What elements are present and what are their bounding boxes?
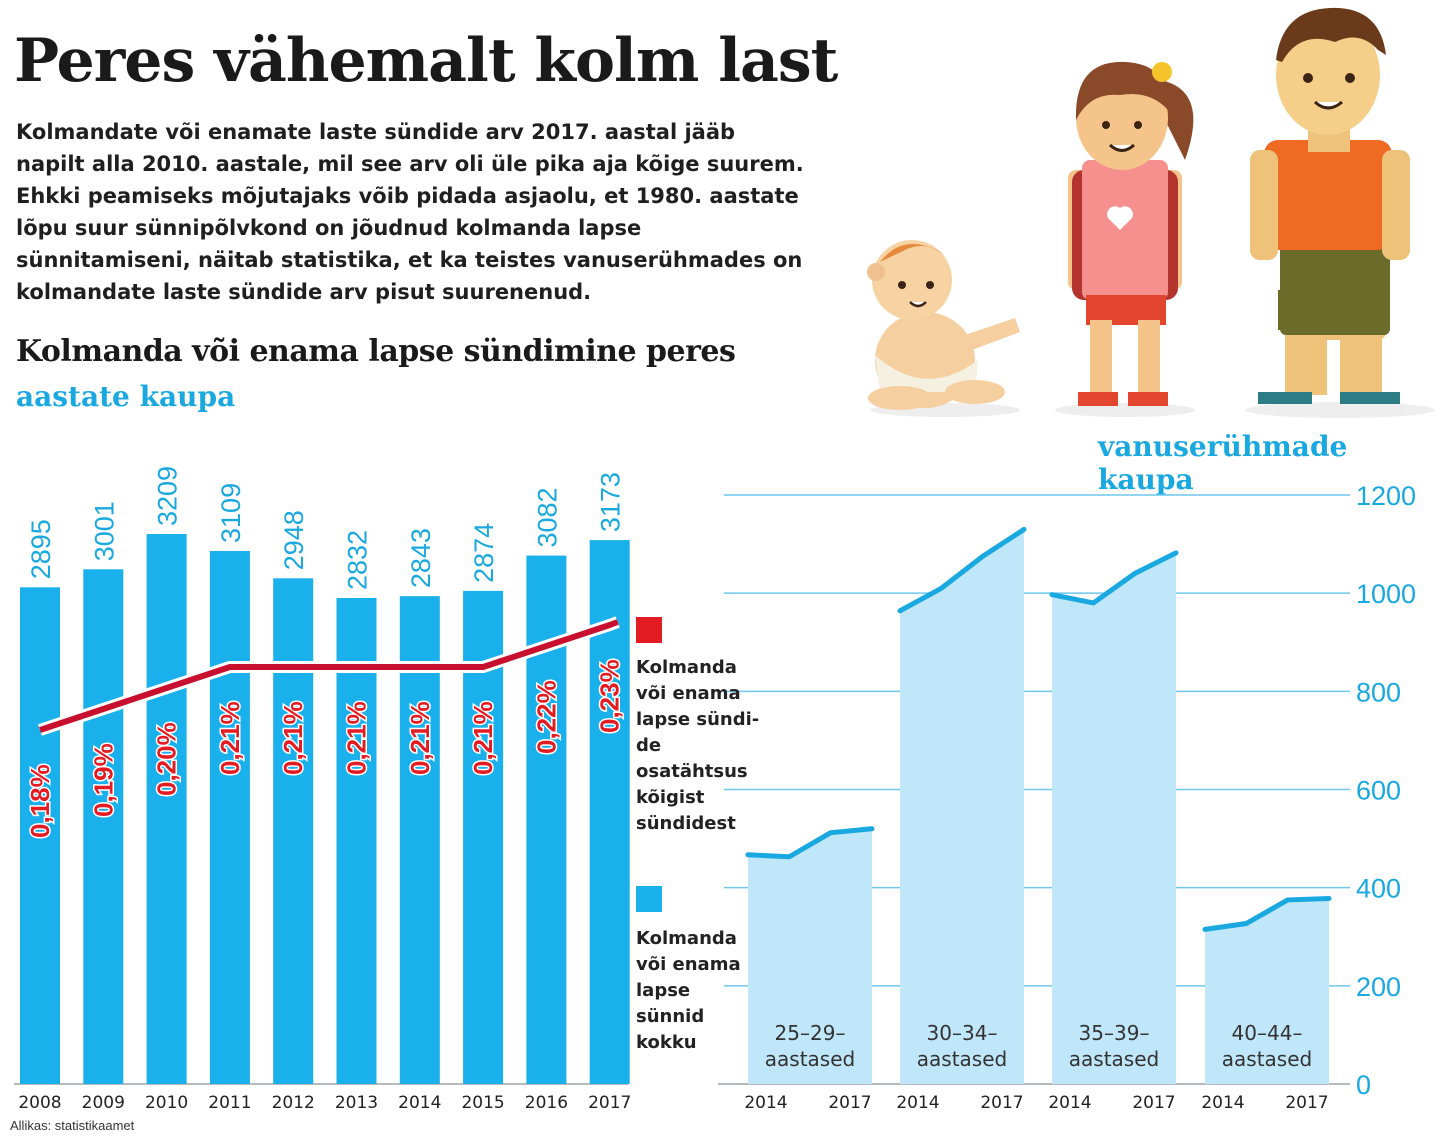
share-value-label: 0,23%	[595, 659, 625, 733]
group-label: 30–34–	[927, 1021, 998, 1045]
bar-value-label: 3082	[532, 487, 562, 547]
by-year-label: aastate kaupa	[16, 380, 236, 413]
group-label: 25–29–	[775, 1021, 846, 1045]
area-1	[900, 529, 1024, 1084]
group-label: aastased	[765, 1047, 855, 1071]
bar-value-label: 2948	[279, 510, 309, 570]
x-tick-label: 2017	[1132, 1093, 1175, 1113]
x-tick-label: 2017	[828, 1093, 871, 1113]
x-tick-label: 2014	[1048, 1093, 1091, 1113]
legend-label-births: Kolmanda või enama lapse sünnid kokku	[636, 928, 741, 1053]
boy-figure	[1250, 7, 1410, 404]
share-value-label: 0,19%	[88, 743, 118, 817]
area-3	[1205, 898, 1329, 1084]
girl-figure	[1068, 61, 1194, 406]
area-line-1	[897, 526, 1027, 614]
source-note: Allikas: statistikaamet	[10, 1118, 135, 1133]
bar-value-label: 2874	[469, 523, 499, 583]
x-tick-label: 2011	[208, 1093, 251, 1113]
area-line-3	[1202, 895, 1332, 932]
share-value-label: 0,21%	[342, 701, 372, 775]
bar-2010	[146, 534, 187, 1084]
x-tick-label: 2017	[1285, 1093, 1328, 1113]
group-label: aastased	[917, 1047, 1007, 1071]
bar-value-label: 3173	[596, 472, 626, 532]
group-label: aastased	[1222, 1047, 1312, 1071]
y-tick-label: 400	[1356, 874, 1401, 904]
legend-swatch-births	[636, 886, 662, 912]
share-value-label: 0,18%	[25, 764, 55, 838]
area-2	[1052, 552, 1176, 1084]
x-tick-label: 2014	[398, 1093, 441, 1113]
bar-2008	[20, 587, 60, 1084]
bar-2014	[399, 596, 440, 1084]
area-0	[748, 828, 872, 1084]
bar-value-label: 2843	[406, 528, 436, 588]
x-tick-label: 2017	[980, 1093, 1023, 1113]
intro-text: Kolmandate või enamate laste sündide arv…	[16, 120, 804, 304]
y-tick-label: 800	[1356, 677, 1401, 707]
x-tick-label: 2010	[145, 1093, 188, 1113]
share-value-label: 0,22%	[531, 680, 561, 754]
share-value-label: 0,21%	[468, 701, 498, 775]
legend-swatch-share	[636, 617, 662, 643]
share-line	[39, 619, 619, 733]
bar-2011	[209, 550, 250, 1084]
bar-value-label: 3001	[89, 501, 119, 561]
y-tick-label: 1000	[1356, 579, 1416, 609]
bar-value-label: 3109	[216, 483, 246, 543]
share-value-label: 0,21%	[278, 701, 308, 775]
chart-subtitle: Kolmanda või enama lapse sündimine peres	[16, 334, 736, 369]
area-line-2	[1049, 550, 1179, 606]
share-value-label: 0,21%	[405, 701, 435, 775]
group-label: 35–39–	[1079, 1021, 1150, 1045]
x-tick-label: 2015	[461, 1093, 504, 1113]
x-tick-label: 2014	[896, 1093, 939, 1113]
bar-2013	[336, 598, 377, 1084]
x-tick-label: 2014	[1201, 1093, 1244, 1113]
x-tick-label: 2016	[525, 1093, 568, 1113]
bar-value-label: 2895	[26, 519, 56, 579]
x-tick-label: 2014	[744, 1093, 787, 1113]
group-label: aastased	[1069, 1047, 1159, 1071]
x-tick-label: 2009	[82, 1093, 125, 1113]
x-tick-label: 2012	[272, 1093, 315, 1113]
bar-value-label: 2832	[343, 530, 373, 590]
group-label: 40–44–	[1232, 1021, 1303, 1045]
x-tick-label: 2017	[588, 1093, 631, 1113]
x-tick-label: 2008	[18, 1093, 61, 1113]
y-tick-label: 200	[1356, 972, 1401, 1002]
baby-figure	[867, 240, 1020, 410]
y-tick-label: 0	[1356, 1070, 1371, 1100]
bar-2015	[463, 590, 504, 1084]
y-tick-label: 1200	[1356, 481, 1416, 511]
share-value-label: 0,21%	[215, 701, 245, 775]
page-title: Peres vähemalt kolm last	[14, 26, 838, 96]
share-value-label: 0,20%	[152, 722, 182, 796]
x-tick-label: 2013	[335, 1093, 378, 1113]
legend-label-share: Kolmanda või enama lapse sündi- de osatä…	[636, 657, 760, 834]
area-line-0	[745, 826, 875, 860]
bar-value-label: 3209	[153, 466, 183, 526]
by-age-label: vanuserühmade kaupa	[1098, 430, 1348, 496]
bar-2009	[83, 569, 124, 1084]
y-tick-label: 600	[1356, 776, 1401, 806]
